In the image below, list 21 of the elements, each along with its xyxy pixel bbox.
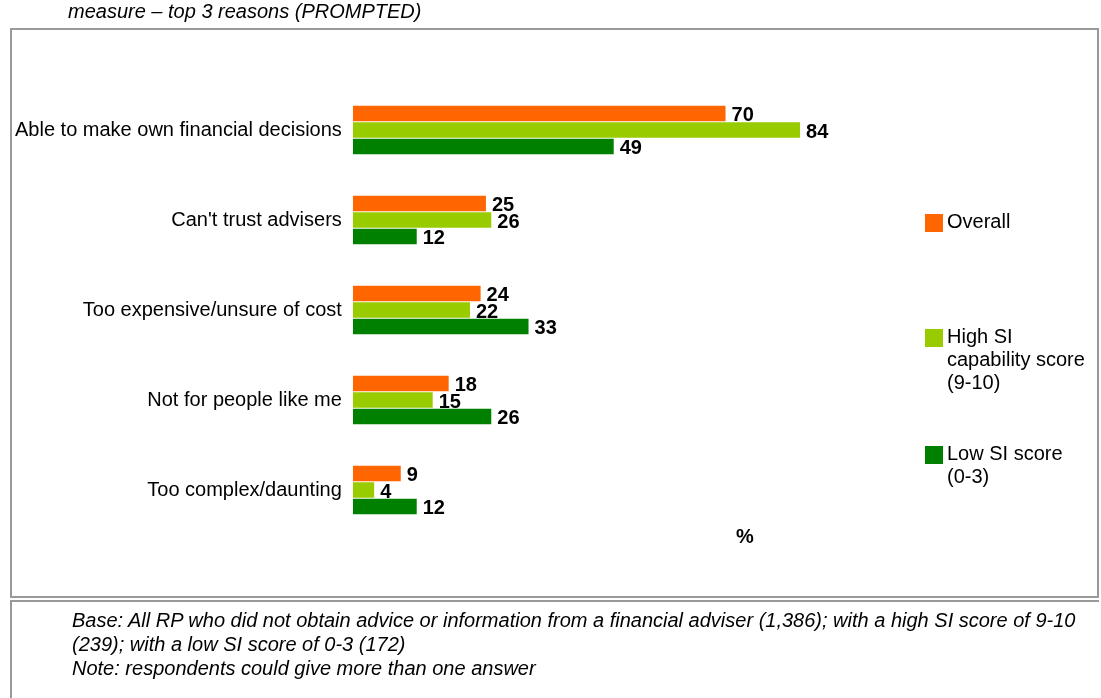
data-label: 26 (497, 406, 520, 429)
text: Base: All RP who did not obtain advice or information from a financial adviser (1,386); with a high SI score of 9-10 (239); with a low SI score of 0-3 (172) (72, 608, 1077, 656)
y-tick-label: Not for people like me (147, 387, 342, 410)
data-label: 12 (422, 496, 445, 519)
legend-label: High SI capability score (9-10) (947, 325, 1086, 394)
data-label: 33 (534, 316, 557, 339)
y-tick-label: Too complex/daunting (147, 477, 342, 500)
legend-label: Low SI score (0-3) (947, 442, 1064, 488)
y-tick-label: Able to make own financial decisions (14, 117, 342, 140)
data-label: 12 (422, 226, 445, 249)
data-label: 49 (619, 136, 642, 159)
chart-title: measure – top 3 reasons (PROMPTED) (68, 0, 422, 23)
text: Note: respondents could give more than one answer (72, 656, 538, 680)
legend-label: Overall (947, 210, 1012, 233)
data-label: 9 (406, 463, 418, 486)
y-tick-label: Can't trust advisers (171, 207, 342, 230)
data-label: 4 (380, 479, 393, 502)
x-axis-title: % (736, 525, 754, 548)
data-label: 84 (806, 119, 830, 142)
data-label: 70 (731, 103, 754, 126)
y-tick-label: Too expensive/unsure of cost (82, 297, 343, 320)
